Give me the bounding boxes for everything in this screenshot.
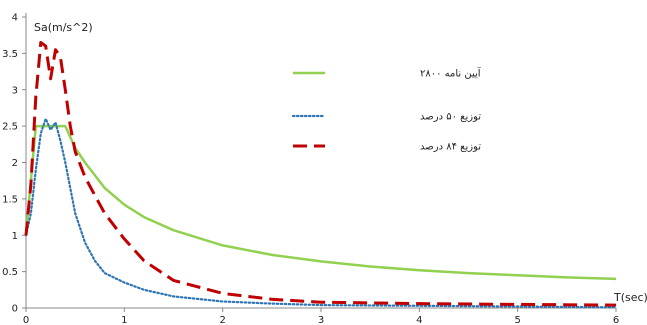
y-tick-label: 3.5: [2, 49, 18, 60]
y-tick-label: 2.5: [2, 122, 18, 133]
x-tick-label: 1: [121, 315, 127, 325]
y-tick-label: 0.5: [2, 267, 18, 278]
series-line-2: [24, 117, 618, 309]
y-tick-label: 2: [12, 158, 18, 169]
x-tick-label: 3: [318, 315, 324, 325]
legend: آیین نامه ۲۸۰۰ توزیع ۵۰ درصد توزیع ۸۴ درصد: [291, 67, 482, 153]
y-tick-label: 1.5: [2, 194, 18, 205]
x-tick-label: 0: [23, 315, 29, 325]
x-tick-label: 6: [613, 315, 619, 325]
series-line-3: [24, 41, 617, 307]
axes: 0 0.5 1 1.5 2 2.5 3 3.5 4 0 1 2 3 4 5 6: [2, 13, 619, 325]
legend-label-2: توزیع ۵۰ درصد: [420, 112, 481, 123]
x-tick-label: 2: [219, 315, 225, 325]
y-tick-label: 3: [12, 85, 18, 96]
y-axis-label: Sa(m/s^2): [34, 21, 93, 34]
series-group: [24, 41, 618, 309]
y-tick-label: 0: [12, 304, 18, 315]
legend-label-3: توزیع ۸۴ درصد: [420, 142, 481, 153]
series-line-1: [24, 124, 617, 281]
x-tick-label: 4: [416, 315, 422, 325]
legend-label-1: آیین نامه ۲۸۰۰: [420, 67, 482, 80]
x-axis-label: T(sec): [613, 291, 647, 304]
y-tick-label: 4: [12, 13, 18, 24]
y-tick-label: 1: [12, 231, 18, 242]
x-tick-label: 5: [514, 315, 520, 325]
